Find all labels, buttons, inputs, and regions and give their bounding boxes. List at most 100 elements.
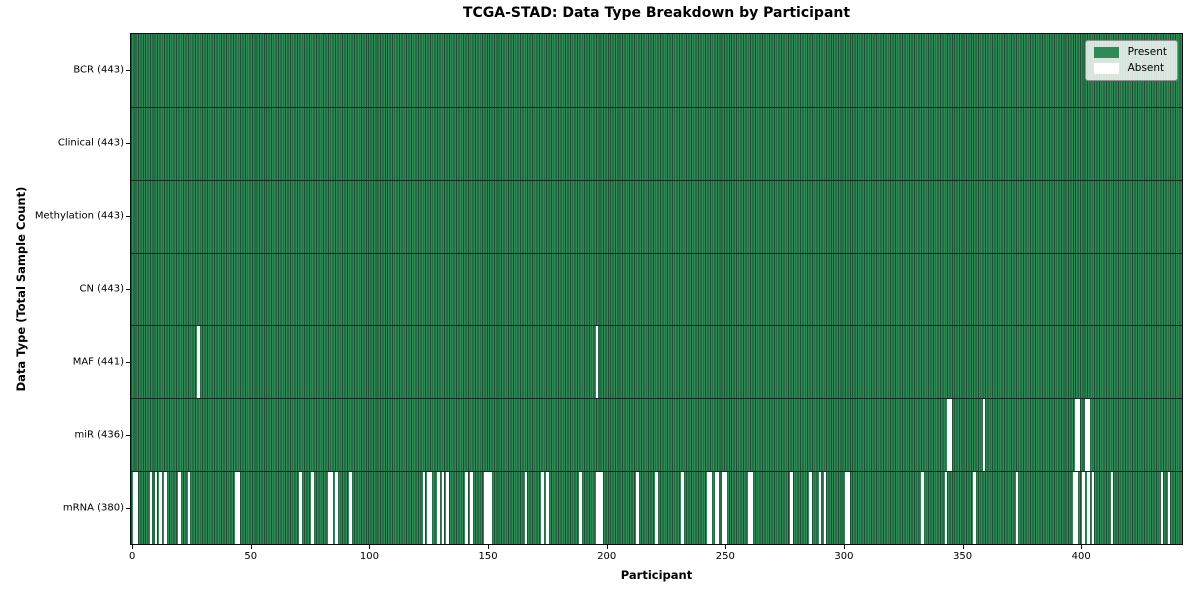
absent-stripe (716, 471, 720, 544)
y-tick-mark (126, 361, 130, 363)
absent-stripe (327, 471, 331, 544)
absent-stripe (197, 325, 200, 399)
absent-stripe (636, 471, 639, 544)
absent-stripe (422, 471, 426, 544)
legend-label-present: Present (1127, 46, 1167, 59)
row-separator (131, 325, 1182, 327)
heatmap-row-miR (131, 398, 1182, 472)
absent-stripe (973, 471, 976, 544)
y-tick-label: BCR (443) (73, 64, 124, 76)
y-tick-mark (126, 289, 130, 290)
absent-stripe (1084, 398, 1088, 472)
absent-stripe (334, 471, 338, 544)
y-tick-mark (126, 216, 130, 218)
absent-stripe (595, 325, 599, 399)
legend-entry-present: Present (1093, 46, 1167, 59)
row-separator (131, 179, 1182, 181)
absent-stripe (1075, 398, 1078, 472)
absent-stripe (484, 471, 487, 544)
absent-stripe (724, 471, 727, 544)
absent-stripe (159, 471, 162, 544)
absent-stripe (427, 471, 431, 544)
row-separator (131, 106, 1182, 108)
absent-stripe (598, 471, 601, 544)
absent-stripe (944, 471, 948, 544)
legend-label-absent: Absent (1127, 62, 1165, 75)
absent-stripe (311, 471, 314, 544)
x-tick-mark (725, 545, 727, 549)
legend: Present Absent (1084, 40, 1178, 81)
present-swatch-icon (1093, 47, 1119, 58)
x-axis-label: Participant (620, 568, 693, 582)
y-tick-mark (126, 507, 130, 509)
absent-stripe (947, 398, 950, 472)
absent-stripe (1160, 471, 1164, 544)
x-tick-label: 200 (597, 551, 617, 562)
absent-stripe (920, 471, 924, 544)
absent-stripe (1077, 398, 1081, 472)
heatmap-row-Clinical (131, 106, 1182, 180)
y-tick-label: CN (443) (79, 283, 124, 295)
absent-stripe (164, 471, 167, 544)
x-tick-label: 0 (128, 551, 136, 562)
y-tick-label: Methylation (443) (34, 210, 124, 222)
absent-stripe (847, 471, 850, 544)
x-tick-mark (843, 545, 845, 549)
absent-stripe (1082, 471, 1085, 544)
legend-entry-absent: Absent (1093, 62, 1167, 75)
x-tick-label: 100 (359, 551, 379, 562)
absent-stripe (1086, 471, 1090, 544)
x-tick-mark (488, 545, 490, 549)
absent-stripe (149, 471, 153, 544)
absent-stripe (1075, 471, 1078, 544)
absent-stripe (446, 471, 450, 544)
absent-stripe (707, 471, 710, 544)
heatmap-row-Methylation (131, 179, 1182, 253)
absent-stripe (600, 471, 604, 544)
plot-area: Present Absent (130, 33, 1183, 545)
absent-stripe (541, 471, 544, 544)
absent-stripe (237, 471, 241, 544)
absent-stripe (1167, 471, 1171, 544)
absent-stripe (681, 471, 684, 544)
absent-stripe (982, 398, 986, 472)
absent-stripe (349, 471, 352, 544)
absent-stripe (595, 471, 599, 544)
x-tick-label: 300 (834, 551, 854, 562)
absent-stripe (747, 471, 751, 544)
absent-stripe (655, 471, 658, 544)
x-tick-label: 150 (478, 551, 498, 562)
absent-stripe (524, 471, 528, 544)
absent-stripe (844, 471, 848, 544)
heatmap-row-MAF (131, 325, 1182, 399)
row-separator (131, 398, 1182, 400)
absent-stripe (330, 471, 333, 544)
absent-swatch-icon (1093, 63, 1119, 74)
absent-stripe (436, 471, 440, 544)
x-tick-label: 250 (715, 551, 735, 562)
absent-stripe (709, 471, 713, 544)
x-tick-mark (250, 545, 252, 549)
y-tick-label: mRNA (380) (62, 502, 124, 514)
heatmap-row-CN (131, 252, 1182, 326)
absent-stripe (187, 471, 191, 544)
absent-stripe (809, 471, 812, 544)
row-separator (131, 471, 1182, 473)
absent-stripe (299, 471, 302, 544)
absent-stripe (714, 471, 718, 544)
heatmap-row-BCR (131, 34, 1182, 107)
y-tick-mark (126, 434, 130, 436)
absent-stripe (1072, 471, 1076, 544)
absent-stripe (949, 398, 952, 472)
row-separator (131, 252, 1182, 254)
absent-stripe (823, 471, 827, 544)
absent-stripe (790, 471, 794, 544)
absent-stripe (579, 471, 582, 544)
x-tick-mark (962, 545, 964, 549)
absent-stripe (429, 471, 433, 544)
absent-stripe (489, 471, 492, 544)
absent-stripe (486, 471, 490, 544)
absent-stripe (1086, 398, 1090, 472)
x-tick-label: 350 (953, 551, 973, 562)
